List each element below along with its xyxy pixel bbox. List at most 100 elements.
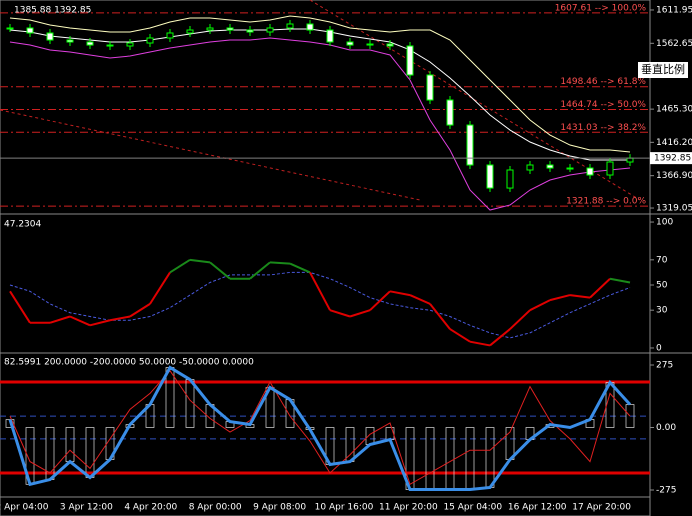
trend-line (0, 109, 421, 201)
histogram-bar (185, 379, 195, 428)
histogram-bar (345, 427, 355, 462)
candle (326, 29, 334, 43)
candle (146, 37, 154, 44)
histogram-bar (385, 427, 395, 440)
osc-segment (349, 309, 371, 318)
candle (586, 167, 594, 176)
histogram-bar (425, 427, 435, 490)
osc-segment (89, 319, 111, 327)
osc-segment (449, 328, 471, 343)
histogram-bar (365, 427, 375, 445)
osc-segment (289, 262, 311, 274)
x-tick-label: 4 Apr 20:00 (124, 503, 177, 513)
candle (126, 42, 134, 47)
y-tick-label: 1416.20 (656, 138, 692, 148)
osc-segment (189, 258, 211, 264)
trend-line (309, 0, 641, 201)
candle (186, 29, 194, 34)
x-tick-label: 17 Apr 20:00 (572, 503, 631, 513)
candle (106, 44, 114, 47)
osc-segment (49, 315, 71, 324)
candle (26, 27, 34, 34)
osc-segment (609, 277, 631, 284)
histogram-bar (85, 427, 95, 478)
candle (566, 167, 574, 170)
candle (206, 27, 214, 31)
x-tick-label: 8 Apr 00:00 (189, 503, 242, 513)
price-header: 1385.88 1392.85 (14, 6, 91, 16)
histogram-bar (465, 427, 475, 490)
x-tick-label: 10 Apr 16:00 (315, 503, 374, 513)
candle (486, 164, 494, 189)
candle (306, 23, 314, 31)
candle (446, 99, 454, 126)
candle (406, 45, 414, 76)
candle (46, 32, 54, 41)
signal-line (9, 271, 631, 339)
x-tick-label: 9 Apr 08:00 (253, 503, 306, 513)
vertical-scale-button[interactable]: 垂直比例 (638, 62, 688, 78)
x-tick-label: 11 Apr 20:00 (379, 503, 438, 513)
osc-segment (169, 258, 191, 274)
osc-segment (509, 309, 531, 330)
histogram-bar (65, 427, 75, 462)
candle (366, 43, 374, 46)
x-tick-label: 16 Apr 12:00 (508, 503, 567, 513)
fib-label: 1498.46 --> 61.8% (560, 77, 646, 87)
band-line (9, 15, 631, 153)
candle (226, 27, 234, 31)
osc-segment (69, 315, 91, 327)
candle (246, 29, 254, 33)
candle (466, 124, 474, 166)
y-tick-label: 1562.65 (656, 39, 692, 49)
histogram-bar (165, 367, 175, 428)
candle (426, 74, 434, 101)
y-tick-label: 50 (656, 281, 668, 291)
osc-segment (429, 303, 451, 330)
osc-segment (529, 299, 551, 312)
candle (266, 27, 274, 33)
osc-segment (9, 290, 31, 324)
candle (6, 27, 14, 30)
candle (286, 23, 294, 29)
osc-segment (269, 261, 291, 265)
y-tick-label: 275 (656, 361, 673, 371)
osc-segment (249, 261, 271, 280)
fib-label: 1431.03 --> 38.2% (560, 123, 646, 133)
band-line (9, 28, 630, 161)
y-tick-label: 70 (656, 255, 668, 265)
osc-segment (309, 271, 331, 311)
fib-label: 1464.74 --> 50.0% (560, 100, 646, 110)
x-tick-label: 3 Apr 12:00 (60, 503, 113, 513)
osc-segment (369, 290, 391, 311)
candle (346, 41, 354, 46)
y-tick-label: 1366.90 (656, 171, 692, 181)
cci-line (8, 365, 632, 492)
candle (506, 169, 514, 189)
osc-segment (409, 294, 431, 305)
osc-segment (109, 315, 131, 322)
histogram-bar (445, 427, 455, 490)
osc-segment (589, 277, 611, 299)
y-tick-label: -275 (656, 486, 676, 496)
x-tick-label: 2 Apr 04:00 (0, 503, 49, 513)
y-tick-label: 100 (656, 218, 673, 228)
y-tick-label: 0.00 (656, 423, 676, 433)
last-price-box (650, 152, 692, 165)
candle (86, 41, 94, 46)
osc-segment (549, 294, 571, 302)
cci-header: 82.5991 200.0000 -200.0000 50.0000 -50.0… (4, 358, 254, 368)
osc-segment (569, 294, 591, 299)
last-price-label: 1392.85 (654, 154, 691, 164)
candle (166, 32, 174, 39)
candle (66, 39, 74, 43)
x-tick-label: 15 Apr 04:00 (443, 503, 502, 513)
osc-segment (209, 261, 231, 280)
candle (386, 43, 394, 47)
y-tick-label: 1611.95 (656, 5, 692, 15)
fib-label: 1321.88 --> 0.0% (566, 197, 646, 207)
band-line (9, 37, 631, 211)
